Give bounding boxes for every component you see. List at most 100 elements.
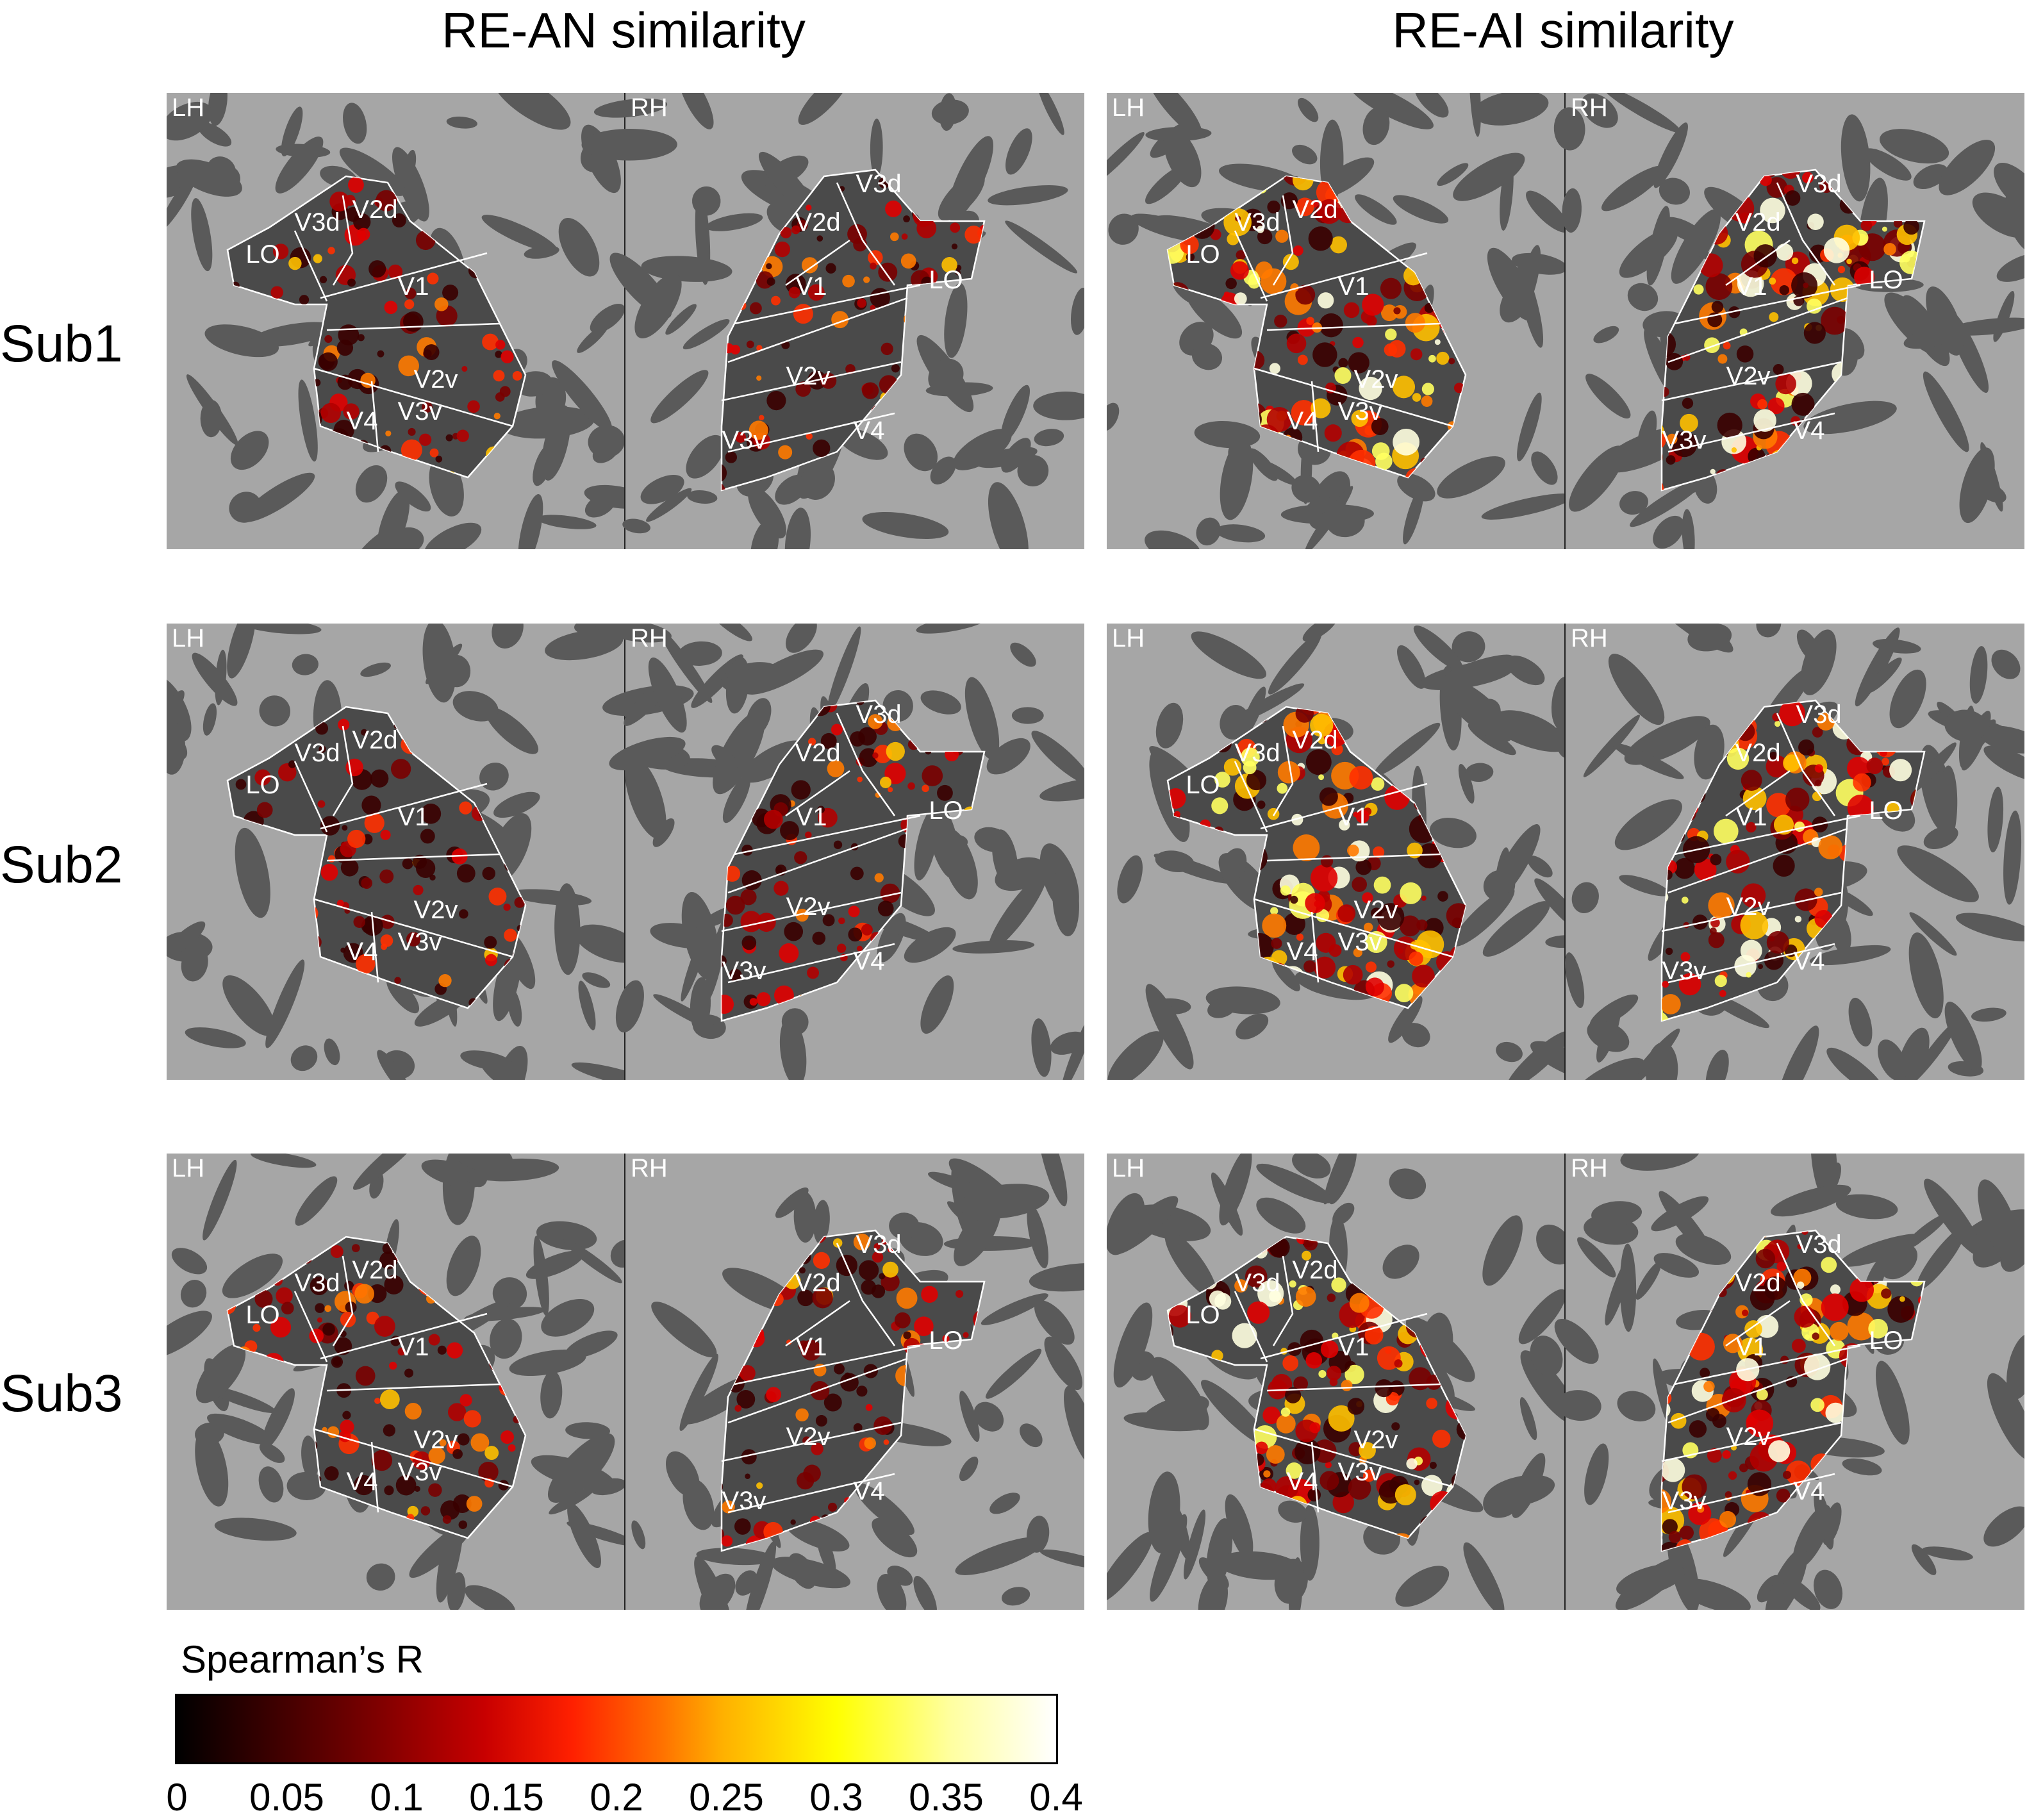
roi-label-v3v: V3v bbox=[722, 426, 766, 454]
roi-label-v4: V4 bbox=[854, 947, 885, 975]
hemisphere-label: RH bbox=[631, 94, 668, 122]
roi-label-lo: LO bbox=[1186, 771, 1220, 799]
roi-label-v4: V4 bbox=[1287, 407, 1318, 435]
roi-label-v3d: V3d bbox=[1796, 1230, 1841, 1259]
hemisphere-label: LH bbox=[172, 1154, 204, 1182]
roi-label-v3v: V3v bbox=[398, 397, 442, 426]
roi-label-v3d: V3d bbox=[1796, 700, 1841, 729]
colorbar-tick: 0.05 bbox=[249, 1776, 324, 1819]
roi-label-v4: V4 bbox=[347, 407, 378, 435]
roi-label-v1: V1 bbox=[1338, 803, 1369, 831]
roi-label-lo: LO bbox=[245, 771, 279, 799]
roi-label-v3d: V3d bbox=[1234, 1269, 1280, 1297]
colorbar-tick: 0.2 bbox=[590, 1776, 643, 1819]
roi-label-v2v: V2v bbox=[1726, 1423, 1771, 1451]
roi-label-v2d: V2d bbox=[1735, 208, 1780, 236]
hemisphere-label: RH bbox=[1571, 1154, 1608, 1182]
roi-label-lo: LO bbox=[245, 1301, 279, 1329]
roi-label-v2v: V2v bbox=[1354, 896, 1398, 924]
brain-map-sub3-col2: LH LO V3d V2d V1 V2v V4 V3v RH V3d V2d V1 LO V2v V3v V4 bbox=[1107, 1154, 2024, 1610]
roi-label-v3d: V3d bbox=[1796, 170, 1841, 198]
roi-label-v3v: V3v bbox=[722, 957, 766, 985]
brain-map-sub1-col2: LH LO V3d V2d V1 V2v V4 V3v RH V3d V2d V1 LO V2v V3v V4 bbox=[1107, 93, 2024, 549]
roi-label-v4: V4 bbox=[1794, 947, 1825, 975]
roi-label-v1: V1 bbox=[796, 272, 827, 301]
hemisphere-label: LH bbox=[172, 94, 204, 122]
colorbar-tick: 0.25 bbox=[689, 1776, 764, 1819]
roi-label-v1: V1 bbox=[1736, 272, 1767, 301]
roi-label-v3v: V3v bbox=[1338, 397, 1382, 426]
roi-label-lo: LO bbox=[1186, 240, 1220, 269]
roi-label-v2v: V2v bbox=[786, 362, 831, 390]
roi-label-v2d: V2d bbox=[1735, 1269, 1780, 1297]
roi-label-v3d: V3d bbox=[1234, 208, 1280, 236]
roi-label-v2v: V2v bbox=[414, 365, 458, 393]
hemisphere-label: RH bbox=[1571, 624, 1608, 652]
brain-map-sub1-col1: LH LO V3d V2d V1 V2v V4 V3v RH V3d V2d V1 LO V2v V3v V4 bbox=[167, 93, 1084, 549]
roi-label-v4: V4 bbox=[347, 1468, 378, 1496]
hemisphere-label: RH bbox=[631, 624, 668, 652]
hemisphere-label: LH bbox=[1112, 1154, 1145, 1182]
roi-label-v2d: V2d bbox=[352, 1256, 397, 1284]
roi-label-v4: V4 bbox=[1794, 417, 1825, 445]
colorbar-tick: 0.3 bbox=[809, 1776, 863, 1819]
row-label-sub2: Sub2 bbox=[0, 836, 123, 894]
hemisphere-label: LH bbox=[172, 624, 204, 652]
hemisphere-label: RH bbox=[1571, 94, 1608, 122]
colorbar-tick: 0.1 bbox=[370, 1776, 424, 1819]
roi-label-v3v: V3v bbox=[1338, 1458, 1382, 1486]
row-label-sub1: Sub1 bbox=[0, 315, 123, 373]
brain-map-sub2-col1: LH LO V3d V2d V1 V2v V4 V3v RH V3d V2d V1 LO V2v V3v V4 bbox=[167, 624, 1084, 1080]
roi-label-v4: V4 bbox=[1794, 1477, 1825, 1505]
brain-map-sub2-col2: LH LO V3d V2d V1 V2v V4 V3v RH V3d V2d V1 LO V2v V3v V4 bbox=[1107, 624, 2024, 1080]
colorbar-tick: 0.35 bbox=[909, 1776, 984, 1819]
roi-label-v4: V4 bbox=[1287, 938, 1318, 966]
roi-label-v2d: V2d bbox=[1292, 195, 1337, 224]
roi-label-lo: LO bbox=[1869, 266, 1903, 294]
roi-label-v2v: V2v bbox=[1726, 362, 1771, 390]
roi-label-lo: LO bbox=[929, 1327, 963, 1355]
colorbar-tick: 0 bbox=[166, 1776, 188, 1819]
column-title-re-ai: RE-AI similarity bbox=[1392, 2, 1734, 58]
roi-label-v3d: V3d bbox=[294, 739, 340, 767]
roi-label-v3v: V3v bbox=[398, 928, 442, 956]
roi-label-lo: LO bbox=[929, 797, 963, 825]
roi-label-v3v: V3v bbox=[398, 1458, 442, 1486]
roi-label-lo: LO bbox=[1869, 1327, 1903, 1355]
roi-label-lo: LO bbox=[929, 266, 963, 294]
roi-label-v3d: V3d bbox=[856, 1230, 901, 1259]
hemisphere-label: LH bbox=[1112, 94, 1145, 122]
roi-label-v1: V1 bbox=[1338, 1333, 1369, 1361]
roi-label-v1: V1 bbox=[1736, 1333, 1767, 1361]
roi-label-v2d: V2d bbox=[795, 208, 840, 236]
roi-label-v2d: V2d bbox=[1292, 726, 1337, 754]
roi-label-v3v: V3v bbox=[1662, 426, 1707, 454]
column-title-re-an: RE-AN similarity bbox=[442, 2, 806, 58]
roi-label-v4: V4 bbox=[347, 938, 378, 966]
colorbar-tick: 0.15 bbox=[469, 1776, 544, 1819]
roi-label-v4: V4 bbox=[854, 417, 885, 445]
roi-label-v1: V1 bbox=[398, 803, 429, 831]
roi-label-v1: V1 bbox=[1338, 272, 1369, 301]
roi-label-v3v: V3v bbox=[722, 1487, 766, 1515]
roi-label-v1: V1 bbox=[398, 1333, 429, 1361]
roi-label-v2v: V2v bbox=[1354, 365, 1398, 393]
hemisphere-label: RH bbox=[631, 1154, 668, 1182]
roi-label-v2v: V2v bbox=[1354, 1426, 1398, 1454]
roi-label-v2d: V2d bbox=[352, 726, 397, 754]
colorbar-title: Spearman’s R bbox=[181, 1638, 424, 1681]
roi-label-v3d: V3d bbox=[856, 170, 901, 198]
roi-label-v3v: V3v bbox=[1338, 928, 1382, 956]
hemisphere-label: LH bbox=[1112, 624, 1145, 652]
roi-label-v2d: V2d bbox=[795, 739, 840, 767]
roi-label-v2v: V2v bbox=[1726, 893, 1771, 921]
roi-label-v2v: V2v bbox=[786, 893, 831, 921]
roi-label-lo: LO bbox=[1869, 797, 1903, 825]
roi-label-v3v: V3v bbox=[1662, 1487, 1707, 1515]
roi-label-v2d: V2d bbox=[1292, 1256, 1337, 1284]
roi-label-v3v: V3v bbox=[1662, 957, 1707, 985]
roi-label-v2d: V2d bbox=[795, 1269, 840, 1297]
roi-label-v2v: V2v bbox=[786, 1423, 831, 1451]
roi-label-v3d: V3d bbox=[856, 700, 901, 729]
roi-label-lo: LO bbox=[245, 240, 279, 269]
